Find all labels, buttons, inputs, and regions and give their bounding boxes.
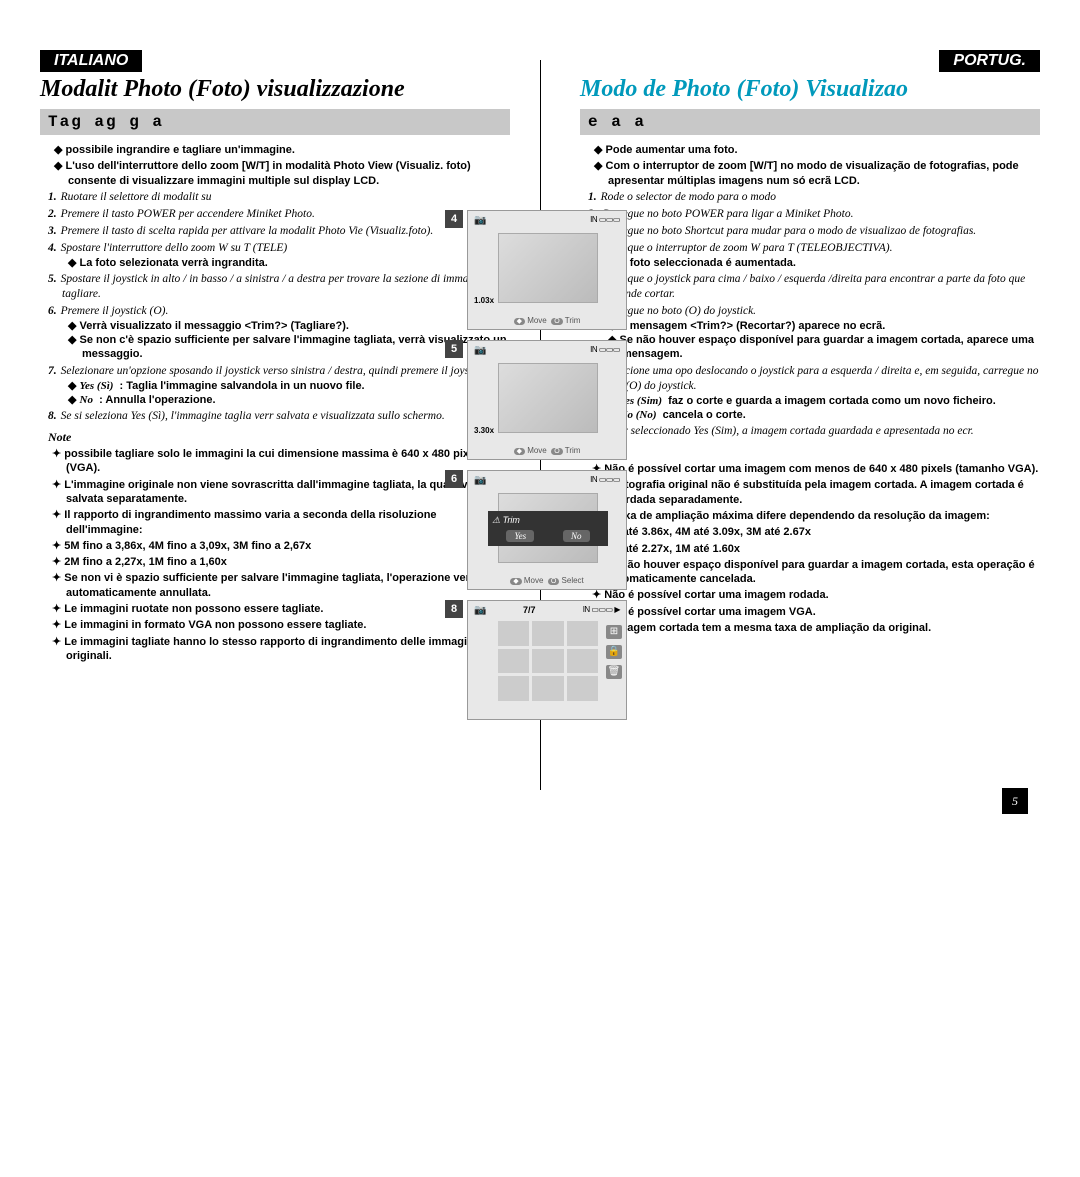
zoom-label: 3.30x [474, 426, 494, 435]
note-bullet: ✦ Le immagini ruotate non possono essere… [40, 602, 510, 616]
option: ◆ Yes (Sì) : Taglia l'immagine salvandol… [40, 379, 510, 393]
side-icons: ⊞ 🔒 🗑 [606, 625, 622, 679]
step: 2.Carregue no boto POWER para ligar a Mi… [580, 207, 1040, 222]
lcd-screenshots: 4 📷 IN ▭▭▭ 1.03x ◆ Move O Trim 5 📷 IN ▭▭… [445, 210, 635, 730]
lcd-hint: ◆ Move O Select [468, 576, 626, 585]
note-bullet: ✦ A fotografia original não é substituíd… [580, 478, 1040, 507]
step: 4.Desloque o interruptor de zoom W para … [580, 241, 1040, 256]
trash-icon: 🗑 [606, 665, 622, 679]
trim-dialog: ⚠ Trim Yes No [488, 511, 608, 546]
memory-indicator: IN ▭▭▭ [590, 475, 620, 484]
intro-bullet: ◆ L'uso dell'interruttore dello zoom [W/… [40, 159, 510, 188]
memory-indicator: IN ▭▭▭ [590, 215, 620, 224]
trim-dialog-title: ⚠ Trim [492, 515, 604, 526]
lcd-step-number: 6 [445, 470, 463, 488]
step: 3.Carregue no boto Shortcut para mudar p… [580, 224, 1040, 239]
camera-icon: 📷 [474, 215, 486, 226]
note-bullet: ✦ possibile tagliare solo le immagini la… [40, 447, 510, 476]
step: 7.Seleccione uma opo deslocando o joysti… [580, 364, 1040, 394]
step: 5.Desloque o joystick para cima / baixo … [580, 272, 1040, 302]
note-bullet: ✦ Le immagini in formato VGA non possono… [40, 618, 510, 632]
note-bullet: ✦ 2M fino a 2,27x, 1M fino a 1,60x [40, 555, 510, 569]
note-bullet: ✦ L'immagine originale non viene sovrasc… [40, 478, 510, 507]
grid-icon: ⊞ [606, 625, 622, 639]
camera-icon: 📷 [474, 475, 486, 486]
note-bullet: ✦ Se não houver espaço disponível para g… [580, 558, 1040, 587]
step: 1.Rode o selector de modo para o modo [580, 190, 1040, 205]
substep: ◆ La foto selezionata verrà ingrandita. [40, 256, 510, 270]
substep: ◆ A mensagem <Trim?> (Recortar?) aparece… [580, 319, 1040, 333]
trim-yes: Yes [506, 530, 534, 542]
lcd-step-number: 4 [445, 210, 463, 228]
note-bullet: ✦ 5M fino a 3,86x, 4M fino a 3,09x, 3M f… [40, 539, 510, 553]
title-italian: Modalit Photo (Foto) visualizzazione [40, 76, 510, 103]
note-bullet: ✦ Il rapporto di ingrandimento massimo v… [40, 508, 510, 537]
step: 8.Se si seleziona Yes (Sì), l'immagine t… [40, 409, 510, 424]
camera-icon: 📷 [474, 345, 486, 356]
step: 6.Carregue no boto (O) do joystick. [580, 304, 1040, 319]
substep: ◆ Verrà visualizzato il messaggio <Trim?… [40, 319, 510, 333]
lock-icon: 🔒 [606, 645, 622, 659]
note-bullet: ✦ Se non vi è spazio sufficiente per sal… [40, 571, 510, 600]
lcd-photo [498, 363, 598, 433]
step: 5.Spostare il joystick in alto / in bass… [40, 272, 510, 302]
thumbnail-grid [498, 621, 598, 701]
note-bullet: ✦ A imagem cortada tem a mesma taxa de a… [580, 621, 1040, 635]
substep: ◆ Se não houver espaço disponível para g… [580, 333, 1040, 362]
substep: ◆ Se non c'è spazio sufficiente per salv… [40, 333, 510, 362]
zoom-label: 1.03x [474, 296, 494, 305]
substep: ◆ A foto seleccionada é aumentada. [580, 256, 1040, 270]
counter: 7/7 [523, 605, 536, 615]
lang-badge-portuguese: PORTUG. [939, 50, 1040, 72]
intro-bullet: ◆ Com o interruptor de zoom [W/T] no mod… [580, 159, 1040, 188]
lcd-6: 6 📷 IN ▭▭▭ ⚠ Trim Yes No ◆ Move O Select [445, 470, 635, 590]
page-number: 5 [1002, 788, 1028, 814]
step: 6.Premere il joystick (O). [40, 304, 510, 319]
lcd-step-number: 8 [445, 600, 463, 618]
lcd-photo [498, 233, 598, 303]
note-bullet: ✦ Não é possível cortar uma imagem rodad… [580, 588, 1040, 602]
notes-header-portuguese: Notas [588, 445, 1040, 460]
lcd-hint: ◆ Move O Trim [468, 446, 626, 455]
note-bullet: ✦ Não é possível cortar uma imagem com m… [580, 462, 1040, 476]
intro-bullet: ◆ possibile ingrandire e tagliare un'imm… [40, 143, 510, 157]
subsection-italian: Tag ag g a [40, 109, 510, 135]
step: 1.Ruotare il selettore di modalit su [40, 190, 510, 205]
camera-icon: 📷 [474, 605, 486, 616]
notes-header-italian: Note [48, 430, 510, 445]
memory-indicator: IN ▭▭▭ [590, 345, 620, 354]
title-portuguese: Modo de Photo (Foto) Visualizao [580, 76, 1040, 103]
intro-bullet: ◆ Pode aumentar uma foto. [580, 143, 1040, 157]
step: 7.Selezionare un'opzione sposando il joy… [40, 364, 510, 379]
lcd-4: 4 📷 IN ▭▭▭ 1.03x ◆ Move O Trim [445, 210, 635, 330]
note-bullet: ✦ Não é possível cortar uma imagem VGA. [580, 605, 1040, 619]
step: 4.Spostare l'interruttore dello zoom W s… [40, 241, 510, 256]
step: 2.Premere il tasto POWER per accendere M… [40, 207, 510, 222]
trim-no: No [563, 530, 590, 542]
step: 8.Se for seleccionado Yes (Sim), a image… [580, 424, 1040, 439]
note-bullet: ✦ 5M até 3.86x, 4M até 3.09x, 3M até 2.6… [580, 525, 1040, 539]
note-bullet: ✦ Le immagini tagliate hanno lo stesso r… [40, 635, 510, 664]
lcd-5: 5 📷 IN ▭▭▭ 3.30x ◆ Move O Trim [445, 340, 635, 460]
note-bullet: ✦ 2M até 2.27x, 1M até 1.60x [580, 542, 1040, 556]
memory-indicator: IN ▭▭▭ ▶ [583, 605, 620, 614]
lcd-step-number: 5 [445, 340, 463, 358]
lcd-8: 8 📷 7/7 IN ▭▭▭ ▶ ⊞ 🔒 🗑 [445, 600, 635, 720]
option: ◆ No : Annulla l'operazione. [40, 393, 510, 407]
step: 3.Premere il tasto di scelta rapida per … [40, 224, 510, 239]
lcd-hint: ◆ Move O Trim [468, 316, 626, 325]
option: ◆ No (No) cancela o corte. [580, 408, 1040, 422]
lang-badge-italian: ITALIANO [40, 50, 142, 72]
subsection-portuguese: e a a [580, 109, 1040, 135]
note-bullet: ✦ A taxa de ampliação máxima difere depe… [580, 509, 1040, 523]
option: ◆ Yes (Sim) faz o corte e guarda a image… [580, 394, 1040, 408]
